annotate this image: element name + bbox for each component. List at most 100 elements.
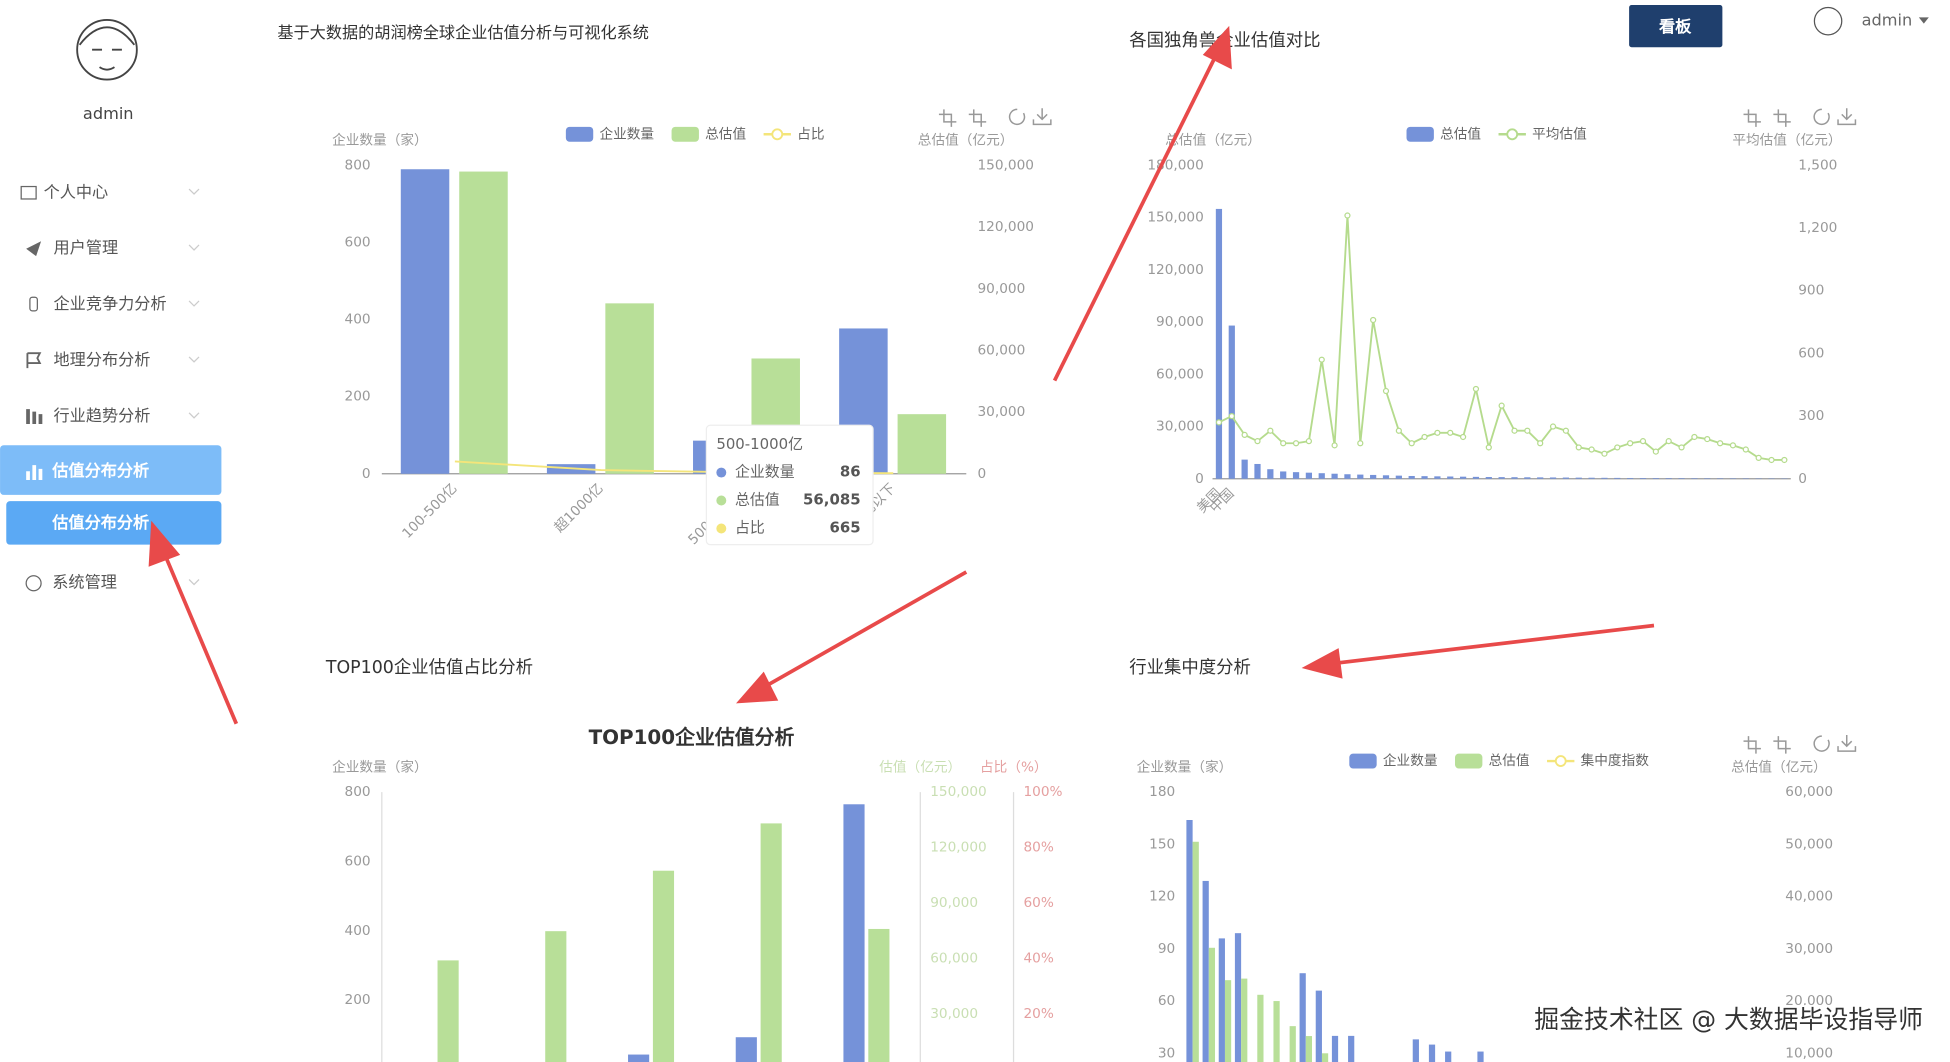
menu-item[interactable]: 企业竞争力分析 <box>54 294 167 313</box>
bar[interactable] <box>1524 477 1531 479</box>
bar[interactable] <box>1299 973 1306 1062</box>
tool-save[interactable] <box>1032 108 1052 126</box>
bar[interactable] <box>1280 471 1287 479</box>
bar[interactable] <box>1331 473 1338 479</box>
menu-active[interactable] <box>0 445 222 495</box>
bar[interactable] <box>1267 469 1274 479</box>
bar[interactable] <box>1228 325 1235 479</box>
bar[interactable] <box>1370 474 1377 479</box>
bar[interactable] <box>1434 476 1441 479</box>
bar[interactable] <box>1257 994 1264 1062</box>
bar[interactable] <box>1202 880 1209 1062</box>
submenu-active[interactable] <box>6 501 222 545</box>
legend-label[interactable]: 企业数量 <box>1383 752 1438 769</box>
bar[interactable] <box>1412 1039 1419 1062</box>
bar[interactable] <box>400 169 450 474</box>
bar[interactable] <box>1627 477 1634 479</box>
bar[interactable] <box>1224 980 1232 1062</box>
bar[interactable] <box>843 804 865 1062</box>
bar[interactable] <box>1498 477 1505 479</box>
bar[interactable] <box>1254 463 1261 479</box>
user-avatar[interactable] <box>1813 6 1843 36</box>
menu-item[interactable]: 估值分布分析 <box>51 461 149 480</box>
menu-item[interactable]: 地理分布分析 <box>54 350 151 369</box>
bar[interactable] <box>628 1054 650 1062</box>
caret[interactable] <box>1918 17 1929 24</box>
bar[interactable] <box>1704 478 1711 479</box>
bar[interactable] <box>735 1037 757 1062</box>
bar[interactable] <box>1562 477 1570 479</box>
menu-item[interactable]: 行业趋势分析 <box>54 406 151 425</box>
tool-restore[interactable] <box>1813 735 1830 752</box>
bar[interactable] <box>1549 477 1557 479</box>
legend-label[interactable]: 企业数量 <box>599 125 654 142</box>
bar[interactable] <box>1292 472 1300 479</box>
tool-back[interactable] <box>1773 736 1791 754</box>
legend-label[interactable]: 占比 <box>797 126 824 142</box>
dashboard-button-label[interactable]: 看板 <box>1659 17 1692 36</box>
bar[interactable] <box>1447 476 1454 479</box>
legend-label[interactable]: 总估值 <box>705 126 746 142</box>
bar[interactable] <box>1382 475 1390 479</box>
bar[interactable] <box>605 303 654 474</box>
bar[interactable] <box>1331 1035 1339 1062</box>
bar[interactable] <box>1218 938 1225 1062</box>
tool-zoom[interactable] <box>938 109 957 127</box>
bar[interactable] <box>760 823 782 1062</box>
bar[interactable] <box>459 171 508 474</box>
menu-item[interactable]: 用户管理 <box>54 238 119 257</box>
bar[interactable] <box>1241 978 1248 1062</box>
dashboard-button[interactable] <box>1629 4 1723 48</box>
bar[interactable] <box>1305 1036 1313 1062</box>
bar[interactable] <box>1691 478 1698 479</box>
bar[interactable] <box>1665 478 1672 479</box>
bar[interactable] <box>1315 990 1322 1062</box>
bar[interactable] <box>1614 477 1621 479</box>
bar[interactable] <box>1208 947 1216 1062</box>
tool-restore[interactable] <box>1813 108 1830 126</box>
bar[interactable] <box>1192 841 1199 1062</box>
legend-label[interactable]: 集中度指数 <box>1581 753 1650 769</box>
bar[interactable] <box>1344 474 1351 479</box>
bar[interactable] <box>1601 477 1608 479</box>
bar[interactable] <box>897 414 947 474</box>
bar[interactable] <box>437 960 459 1062</box>
bar[interactable] <box>1472 476 1480 479</box>
bar[interactable] <box>652 870 675 1062</box>
bar[interactable] <box>1485 477 1492 479</box>
bar[interactable] <box>1421 476 1428 479</box>
tool-zoom[interactable] <box>1743 109 1761 127</box>
bar[interactable] <box>1678 478 1685 479</box>
bar[interactable] <box>1318 473 1325 479</box>
tool-back[interactable] <box>968 109 987 127</box>
tool-save[interactable] <box>1837 108 1857 126</box>
bar[interactable] <box>1652 478 1659 479</box>
menu-item[interactable]: 个人中心 <box>44 182 109 201</box>
bar[interactable] <box>1273 1001 1280 1062</box>
bar[interactable] <box>1348 1035 1355 1062</box>
bar[interactable] <box>1241 459 1248 479</box>
tool-back[interactable] <box>1773 109 1791 127</box>
user-name[interactable]: admin <box>1862 11 1913 30</box>
legend-label[interactable]: 总估值 <box>1440 126 1481 142</box>
bar[interactable] <box>1428 1044 1436 1062</box>
bar[interactable] <box>1234 933 1242 1062</box>
bar[interactable] <box>1357 474 1364 479</box>
bar[interactable] <box>545 931 567 1062</box>
legend-label[interactable]: 总估值 <box>1489 753 1530 769</box>
bar[interactable] <box>1321 1053 1329 1062</box>
bar[interactable] <box>1537 477 1544 479</box>
bar[interactable] <box>1186 820 1193 1062</box>
bar[interactable] <box>868 928 890 1062</box>
bar[interactable] <box>1305 472 1313 479</box>
legend-label[interactable]: 平均估值 <box>1532 126 1587 142</box>
bar[interactable] <box>1215 208 1223 479</box>
bar[interactable] <box>1477 1051 1484 1062</box>
submenu-item[interactable]: 估值分布分析 <box>51 513 149 532</box>
bar[interactable] <box>1459 476 1467 479</box>
bar[interactable] <box>1395 475 1402 479</box>
bar[interactable] <box>1289 1026 1296 1062</box>
bar[interactable] <box>1588 477 1595 479</box>
bar[interactable] <box>1575 477 1582 479</box>
tool-zoom[interactable] <box>1743 736 1761 754</box>
